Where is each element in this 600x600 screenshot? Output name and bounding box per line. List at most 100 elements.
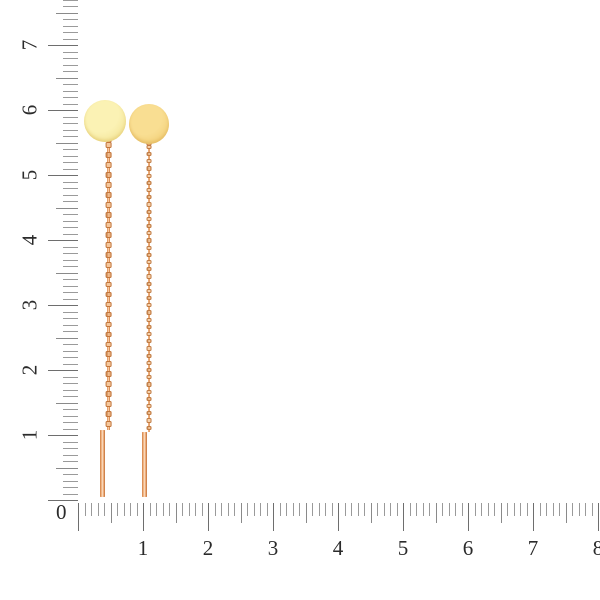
horizontal-minor-tick: [136, 503, 138, 516]
chain-link: [146, 245, 152, 250]
chain-link: [105, 261, 112, 268]
horizontal-minor-tick: [591, 503, 593, 516]
horizontal-minor-tick: [104, 503, 105, 516]
chain-link: [105, 421, 112, 427]
horizontal-minor-tick: [578, 503, 580, 516]
horizontal-minor-tick: [234, 503, 235, 516]
chain-link: [105, 221, 112, 228]
horizontal-ruler-label: 6: [462, 536, 474, 560]
vertical-minor-tick: [63, 493, 78, 495]
vertical-minor-tick: [63, 155, 78, 157]
vertical-minor-tick: [63, 266, 78, 267]
vertical-major-tick: [48, 45, 78, 47]
horizontal-minor-tick: [279, 503, 281, 516]
vertical-minor-tick: [63, 84, 78, 85]
chain-link: [146, 418, 152, 423]
vertical-major-tick: [48, 500, 78, 502]
horizontal-minor-tick: [221, 503, 222, 516]
vertical-minor-tick: [63, 376, 78, 378]
chain-link: [146, 202, 152, 207]
vertical-minor-tick: [63, 220, 78, 222]
horizontal-minor-tick: [422, 503, 424, 516]
vertical-minor-tick: [63, 194, 78, 196]
chain-link: [105, 162, 112, 168]
end-bar-left: [100, 430, 105, 497]
vertical-minor-tick: [63, 136, 78, 137]
chain-link: [146, 231, 152, 236]
chain-link: [146, 425, 152, 430]
vertical-minor-tick: [63, 0, 78, 1]
chain-link: [146, 368, 152, 373]
horizontal-minor-tick: [351, 503, 352, 516]
horizontal-minor-tick: [227, 503, 229, 516]
vertical-minor-tick: [63, 25, 78, 27]
chain-link: [105, 361, 112, 368]
chain-link: [146, 382, 152, 387]
horizontal-minor-tick: [195, 503, 196, 516]
chain-link: [105, 351, 112, 358]
horizontal-major-tick: [273, 503, 275, 531]
chain-link: [146, 310, 152, 315]
horizontal-minor-tick: [442, 503, 443, 516]
horizontal-minor-tick: [247, 503, 248, 516]
chain-link: [105, 241, 112, 248]
chain-link: [105, 301, 112, 308]
chain-link: [105, 172, 112, 178]
chain-link: [146, 195, 152, 200]
horizontal-minor-tick: [201, 503, 203, 516]
horizontal-minor-tick: [286, 503, 287, 516]
chain-link: [146, 252, 152, 258]
horizontal-minor-tick: [572, 503, 573, 516]
horizontal-ruler-label: 8: [592, 536, 600, 560]
horizontal-minor-tick: [448, 503, 450, 516]
vertical-minor-tick: [63, 461, 78, 462]
horizontal-minor-tick: [182, 503, 183, 516]
horizontal-major-tick: [143, 503, 145, 531]
horizontal-minor-tick: [214, 503, 216, 516]
horizontal-minor-tick: [377, 503, 378, 516]
chain-link: [146, 324, 152, 330]
vertical-minor-tick: [63, 422, 78, 423]
horizontal-minor-tick: [91, 503, 92, 516]
chain-link: [146, 238, 152, 243]
horizontal-minor-tick: [240, 503, 242, 523]
vertical-major-tick: [48, 110, 78, 112]
vertical-major-tick: [48, 435, 78, 437]
vertical-minor-tick: [63, 32, 78, 33]
vertical-minor-tick: [63, 129, 78, 131]
horizontal-minor-tick: [526, 503, 528, 516]
horizontal-minor-tick: [325, 503, 326, 516]
vertical-minor-tick: [63, 246, 78, 248]
horizontal-minor-tick: [312, 503, 313, 516]
chain-link: [146, 332, 152, 337]
vertical-minor-tick: [63, 103, 78, 105]
vertical-minor-tick: [63, 90, 78, 92]
chain-link: [146, 296, 152, 301]
horizontal-minor-tick: [429, 503, 430, 516]
chain-link: [146, 303, 152, 308]
chain-link: [146, 360, 152, 366]
vertical-minor-tick: [63, 6, 78, 7]
vertical-minor-tick: [63, 448, 78, 449]
vertical-minor-tick: [63, 227, 78, 228]
horizontal-major-tick: [533, 503, 535, 531]
disc-left: [84, 100, 126, 142]
horizontal-minor-tick: [84, 503, 86, 516]
horizontal-minor-tick: [396, 503, 398, 516]
horizontal-minor-tick: [507, 503, 508, 516]
chain-link: [105, 341, 112, 348]
chain-link: [146, 389, 152, 394]
horizontal-major-tick: [468, 503, 470, 531]
vertical-major-tick: [48, 175, 78, 177]
vertical-minor-tick: [63, 168, 78, 170]
vertical-minor-tick: [63, 409, 78, 410]
chain-link: [105, 271, 112, 278]
chain-link: [105, 182, 112, 188]
horizontal-minor-tick: [500, 503, 502, 523]
vertical-minor-tick: [63, 311, 78, 313]
horizontal-major-tick: [598, 503, 600, 531]
